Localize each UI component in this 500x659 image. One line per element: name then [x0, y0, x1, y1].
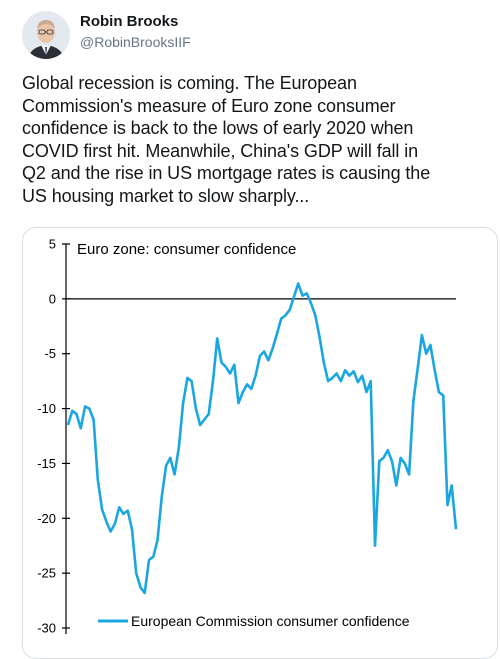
author-handle[interactable]: @RobinBrooksIIF: [80, 34, 191, 50]
tweet-line: COVID first hit. Meanwhile, China's GDP …: [22, 140, 419, 161]
legend: European Commission consumer confidence: [98, 613, 410, 629]
y-tick-label: -25: [37, 566, 56, 581]
y-tick-label: -30: [37, 621, 56, 636]
profile-photo-icon: [22, 11, 70, 59]
tweet-line: Commission's measure of Euro zone consum…: [22, 95, 396, 116]
tweet-line: confidence is back to the lows of early …: [22, 118, 414, 138]
y-tick-label: 5: [49, 237, 56, 252]
tweet-text: Global recession is coming. The European…: [22, 72, 492, 207]
y-tick-label: -15: [37, 456, 56, 471]
series-line: [66, 282, 458, 595]
tweet-line: Q2 and the rise in US mortgage rates is …: [22, 163, 431, 183]
y-tick-label: -5: [44, 346, 56, 361]
legend-label: European Commission consumer confidence: [131, 613, 410, 629]
tweet-line: Global recession is coming. The European: [22, 73, 357, 93]
series-group: [66, 282, 458, 595]
y-tick-label: 0: [49, 291, 56, 306]
tweet-line: US housing market to slow sharply...: [22, 185, 310, 206]
y-tick-label: -20: [37, 511, 56, 526]
chart-title: Euro zone: consumer confidence: [77, 241, 296, 258]
y-tick-label: -10: [37, 401, 56, 416]
y-axis: 5 0 -5 -10 -15 -20 -25 -30: [37, 237, 456, 636]
avatar[interactable]: [22, 11, 70, 59]
tweet-media-chart[interactable]: 5 0 -5 -10 -15 -20 -25 -30 Euro zone: consumer …: [22, 227, 498, 659]
chart: 5 0 -5 -10 -15 -20 -25 -30 Euro zone: consumer …: [37, 237, 458, 636]
author-name[interactable]: Robin Brooks: [80, 13, 179, 30]
